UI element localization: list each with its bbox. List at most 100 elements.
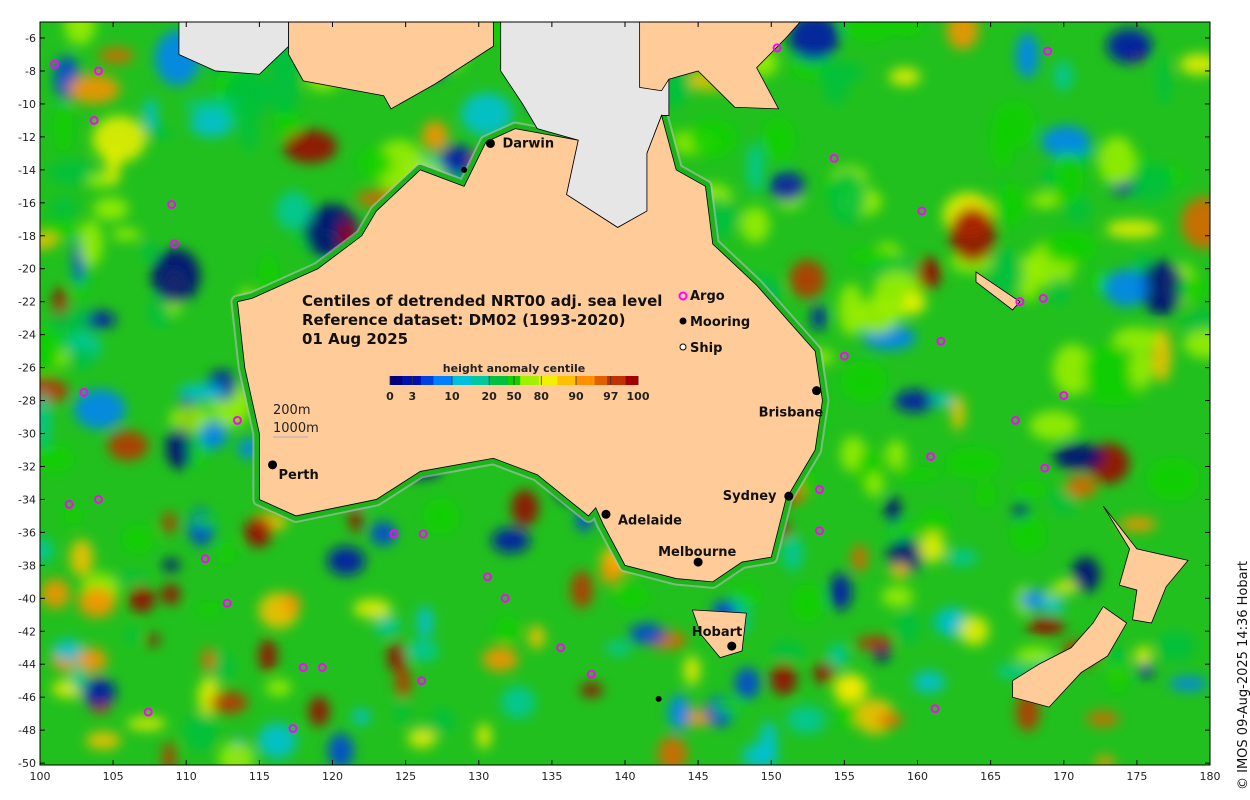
colorbar-tick-label: 50 (506, 390, 522, 403)
anomaly-blob (162, 512, 177, 534)
anomaly-blob (78, 647, 107, 673)
anomaly-blob (734, 667, 761, 700)
anomaly-blob (1139, 260, 1185, 315)
anomaly-blob (893, 467, 943, 482)
colorbar-segment (445, 376, 453, 385)
argo-legend-icon (678, 291, 688, 301)
anomaly-blob (1106, 660, 1129, 694)
lon-tick-label: 160 (907, 770, 928, 783)
city-label-melbourne: Melbourne (658, 545, 736, 560)
anomaly-blob (1104, 269, 1149, 307)
anomaly-blob (1042, 596, 1065, 613)
anomaly-blob (276, 191, 312, 231)
colorbar-segment (569, 376, 577, 385)
anomaly-blob (407, 729, 437, 748)
anomaly-blob (92, 115, 146, 163)
city-label-sydney: Sydney (723, 489, 777, 504)
colorbar-segment (526, 376, 534, 385)
anomaly-blob (85, 731, 121, 750)
new-zealand-north-island (1102, 505, 1189, 624)
anomaly-blob (351, 709, 371, 725)
anomaly-blob (196, 602, 222, 617)
colorbar-segment (414, 376, 422, 385)
lon-tick-label: 170 (1053, 770, 1074, 783)
city-marker (268, 460, 278, 470)
anomaly-blob (769, 171, 806, 202)
anomaly-blob (657, 736, 688, 765)
anomaly-blob (819, 62, 864, 85)
anomaly-blob (209, 691, 249, 714)
lat-tick-label: -14 (18, 164, 36, 177)
anomaly-blob (113, 572, 149, 585)
argo-float-marker (1043, 46, 1053, 56)
argo-float-marker (170, 239, 180, 249)
anomaly-blob (78, 220, 103, 267)
colorbar-segment (594, 376, 602, 385)
anomaly-blob (668, 694, 691, 731)
anomaly-blob (417, 605, 434, 639)
anomaly-blob (1105, 219, 1161, 239)
anomaly-blob (877, 713, 904, 728)
lon-tick-label: 130 (468, 770, 489, 783)
lon-tick-label: 165 (980, 770, 1001, 783)
anomaly-blob (41, 220, 81, 239)
anomaly-blob (945, 549, 978, 566)
argo-float-marker (1059, 391, 1069, 401)
anomaly-blob (48, 310, 91, 328)
colorbar-segment (507, 376, 515, 385)
anomaly-blob (69, 347, 95, 370)
city-marker (727, 641, 737, 651)
anomaly-blob (373, 615, 401, 637)
argo-float-marker (418, 529, 428, 539)
anomaly-blob (125, 626, 139, 644)
lat-tick-label: -18 (18, 230, 36, 243)
colorbar-segment (613, 376, 620, 385)
anomaly-blob (73, 389, 126, 430)
anomaly-blob (713, 699, 744, 715)
anomaly-blob (1086, 711, 1119, 727)
city-marker (693, 557, 703, 567)
legend-argo: Argo (690, 289, 725, 304)
anomaly-blob (423, 498, 460, 535)
colorbar-segment (600, 376, 608, 385)
anomaly-blob (183, 99, 236, 113)
anomaly-blob (688, 119, 738, 158)
argo-float-marker (200, 554, 210, 564)
anomaly-blob (151, 248, 201, 304)
lat-tick-label: -26 (18, 362, 36, 375)
anomaly-blob (889, 563, 911, 578)
anomaly-blob (1179, 53, 1210, 75)
anomaly-blob (495, 615, 520, 644)
anomaly-blob (395, 665, 412, 700)
colorbar-segment (421, 376, 428, 385)
anomaly-blob (190, 513, 219, 528)
city-marker (812, 386, 822, 396)
colorbar-segment (557, 376, 565, 385)
isobath-legend: 200m 1000m (273, 403, 319, 438)
lat-tick-label: -22 (18, 296, 36, 309)
lat-tick-label: -20 (18, 263, 36, 276)
anomaly-blob (326, 546, 366, 576)
anomaly-blob (1053, 443, 1104, 470)
anomaly-blob (847, 248, 899, 265)
lon-tick-label: 100 (30, 770, 51, 783)
anomaly-blob (327, 733, 354, 765)
anomaly-blob (1095, 755, 1115, 765)
observation-markers (50, 43, 1069, 734)
lat-tick-label: -12 (18, 131, 36, 144)
anomaly-blob (40, 537, 54, 564)
colorbar-segment (396, 376, 403, 385)
anomaly-blob (81, 677, 117, 707)
lon-tick-label: 105 (103, 770, 124, 783)
new-caledonia (975, 271, 1021, 311)
anomaly-blob (1053, 580, 1078, 594)
colorbar-segment (458, 376, 465, 385)
colorbar-segment (532, 376, 540, 385)
anomaly-blob (353, 599, 392, 619)
lat-tick-label: -16 (18, 197, 36, 210)
argo-float-marker (298, 663, 308, 673)
anomaly-blob (770, 640, 805, 662)
colorbar-segment (551, 376, 558, 385)
anomaly-blob (1065, 474, 1098, 498)
